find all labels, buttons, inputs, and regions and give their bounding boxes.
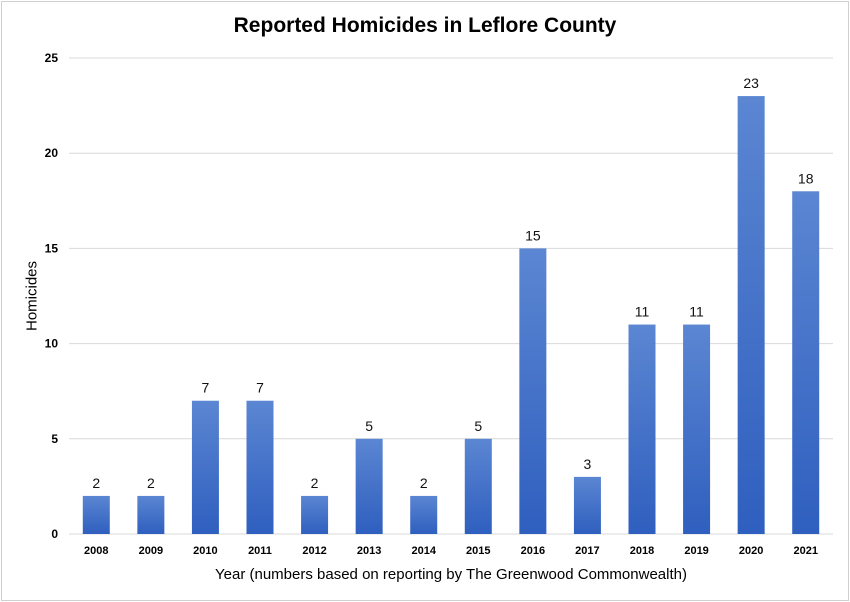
bar xyxy=(464,438,492,534)
x-tick-label: 2020 xyxy=(739,545,763,557)
x-tick-label: 2009 xyxy=(139,545,163,557)
y-tick-label: 0 xyxy=(51,527,58,541)
bar xyxy=(628,324,656,534)
x-axis-label: Year (numbers based on reporting by The … xyxy=(215,566,687,583)
x-tick-label: 2013 xyxy=(357,545,381,557)
x-tick-label: 2011 xyxy=(248,545,272,557)
bar xyxy=(246,400,274,534)
data-label: 18 xyxy=(798,170,814,186)
x-tick-label: 2019 xyxy=(684,545,708,557)
y-tick-label: 20 xyxy=(45,146,59,160)
data-label: 11 xyxy=(689,304,704,320)
data-label: 15 xyxy=(525,227,541,243)
bar xyxy=(683,324,711,534)
data-label: 5 xyxy=(474,418,482,434)
bar xyxy=(573,476,601,534)
data-label: 2 xyxy=(311,475,319,491)
data-label: 3 xyxy=(584,456,592,472)
bar xyxy=(519,248,547,534)
x-tick-label: 2012 xyxy=(302,545,326,557)
data-label: 23 xyxy=(743,75,759,91)
data-label: 2 xyxy=(147,475,155,491)
bar xyxy=(410,495,438,534)
data-label: 2 xyxy=(420,475,428,491)
x-tick-label: 2018 xyxy=(630,545,654,557)
x-tick-label: 2008 xyxy=(84,545,108,557)
data-label: 11 xyxy=(635,304,650,320)
y-tick-label: 5 xyxy=(51,432,58,446)
bar xyxy=(82,495,110,534)
chart-title: Reported Homicides in Leflore County xyxy=(233,14,617,37)
bar xyxy=(137,495,165,534)
y-tick-label: 15 xyxy=(45,241,59,255)
x-tick-label: 2014 xyxy=(411,545,436,557)
data-label: 7 xyxy=(202,380,210,396)
data-label: 2 xyxy=(92,475,100,491)
bar xyxy=(737,96,765,534)
bar xyxy=(301,495,329,534)
x-tick-label: 2015 xyxy=(466,545,490,557)
y-tick-label: 10 xyxy=(45,337,59,351)
data-label: 5 xyxy=(365,418,373,434)
x-tick-label: 2017 xyxy=(575,545,599,557)
x-tick-label: 2010 xyxy=(193,545,217,557)
y-tick-label: 25 xyxy=(45,51,59,65)
bar xyxy=(792,191,820,534)
bar xyxy=(355,438,383,534)
x-tick-label: 2021 xyxy=(793,545,817,557)
data-label: 7 xyxy=(256,380,264,396)
bar xyxy=(191,400,219,534)
x-tick-label: 2016 xyxy=(521,545,545,557)
